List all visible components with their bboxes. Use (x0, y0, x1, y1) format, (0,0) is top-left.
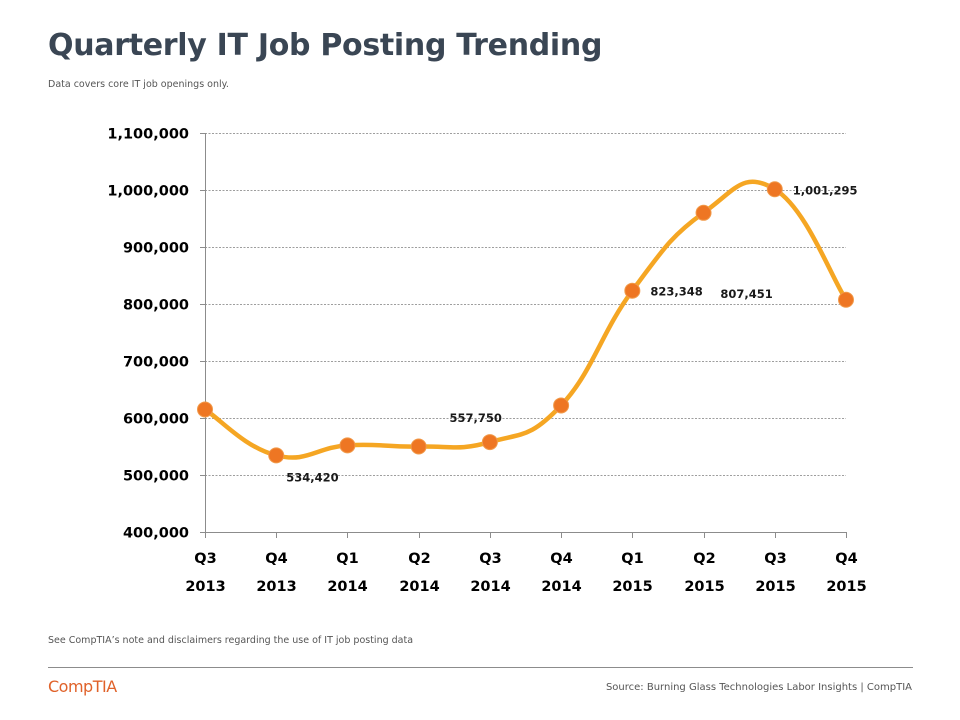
y-tick-label: 400,000 (123, 526, 189, 542)
y-tick-label: 700,000 (123, 355, 189, 371)
x-tick-label-year: 2015 (684, 579, 724, 595)
x-tick-label-year: 2014 (470, 579, 510, 595)
x-tick-label-year: 2015 (826, 579, 866, 595)
footnote: See CompTIA’s note and disclaimers regar… (48, 635, 414, 646)
data-points (197, 181, 854, 464)
data-point (766, 181, 783, 198)
x-tick-label-quarter: Q1 (621, 551, 643, 567)
x-tick-label-quarter: Q4 (550, 551, 572, 567)
axes (205, 133, 847, 533)
data-point (624, 282, 641, 299)
subtitle: Data covers core IT job openings only. (48, 79, 229, 90)
data-point (410, 438, 427, 455)
data-point (197, 401, 213, 418)
page-title: Quarterly IT Job Posting Trending (48, 28, 603, 63)
comptia-logo: CompTIA (48, 677, 117, 696)
series-line-group (202, 179, 849, 460)
data-label: 557,750 (449, 411, 501, 425)
y-tick-label: 500,000 (123, 469, 189, 485)
data-label: 534,420 (286, 470, 338, 484)
data-point (268, 447, 285, 464)
x-tick-label-quarter: Q4 (265, 551, 287, 567)
footer-divider (48, 667, 913, 668)
data-labels: 534,420 557,750 823,348 807,451 1,001,295 (286, 183, 857, 484)
series-line (202, 179, 849, 460)
y-tick-label: 900,000 (123, 241, 189, 257)
x-tick-label-year: 2014 (399, 579, 439, 595)
y-axis-ticks: 400,000 500,000 600,000 700,000 800,000 900,0… (107, 127, 205, 542)
x-tick-label-quarter: Q2 (693, 551, 715, 567)
x-tick-label-year: 2014 (541, 579, 581, 595)
data-label: 1,001,295 (793, 183, 858, 197)
data-label: 807,451 (720, 287, 772, 301)
x-tick-label-year: 2013 (185, 579, 225, 595)
data-label: 823,348 (650, 285, 702, 299)
x-tick-label-quarter: Q4 (835, 551, 857, 567)
y-tick-label: 600,000 (123, 412, 189, 428)
x-tick-label-year: 2014 (327, 579, 367, 595)
x-tick-label-quarter: Q2 (408, 551, 430, 567)
y-tick-label: 800,000 (123, 298, 189, 314)
source-note: Source: Burning Glass Technologies Labor… (605, 682, 912, 693)
x-tick-label-quarter: Q3 (764, 551, 786, 567)
line-chart: 400,000 500,000 600,000 700,000 800,000 900,0… (107, 127, 867, 596)
data-point (481, 434, 498, 451)
x-tick-label-year: 2013 (256, 579, 296, 595)
data-point (838, 291, 854, 308)
x-tick-label-year: 2015 (612, 579, 652, 595)
y-tick-label: 1,000,000 (107, 184, 189, 200)
x-tick-label-quarter: Q3 (479, 551, 501, 567)
x-tick-label-year: 2015 (755, 579, 795, 595)
x-tick-label-quarter: Q3 (194, 551, 216, 567)
x-axis-ticks: Q3 2013 Q4 2013 Q1 2014 Q2 2014 Q3 2014 Q4 2014 Q1 20… (185, 532, 867, 595)
y-tick-label: 1,100,000 (107, 127, 189, 143)
x-tick-label-quarter: Q1 (336, 551, 358, 567)
data-point (553, 397, 570, 414)
gridlines (205, 133, 846, 476)
data-point (695, 204, 712, 221)
data-point (339, 437, 356, 454)
